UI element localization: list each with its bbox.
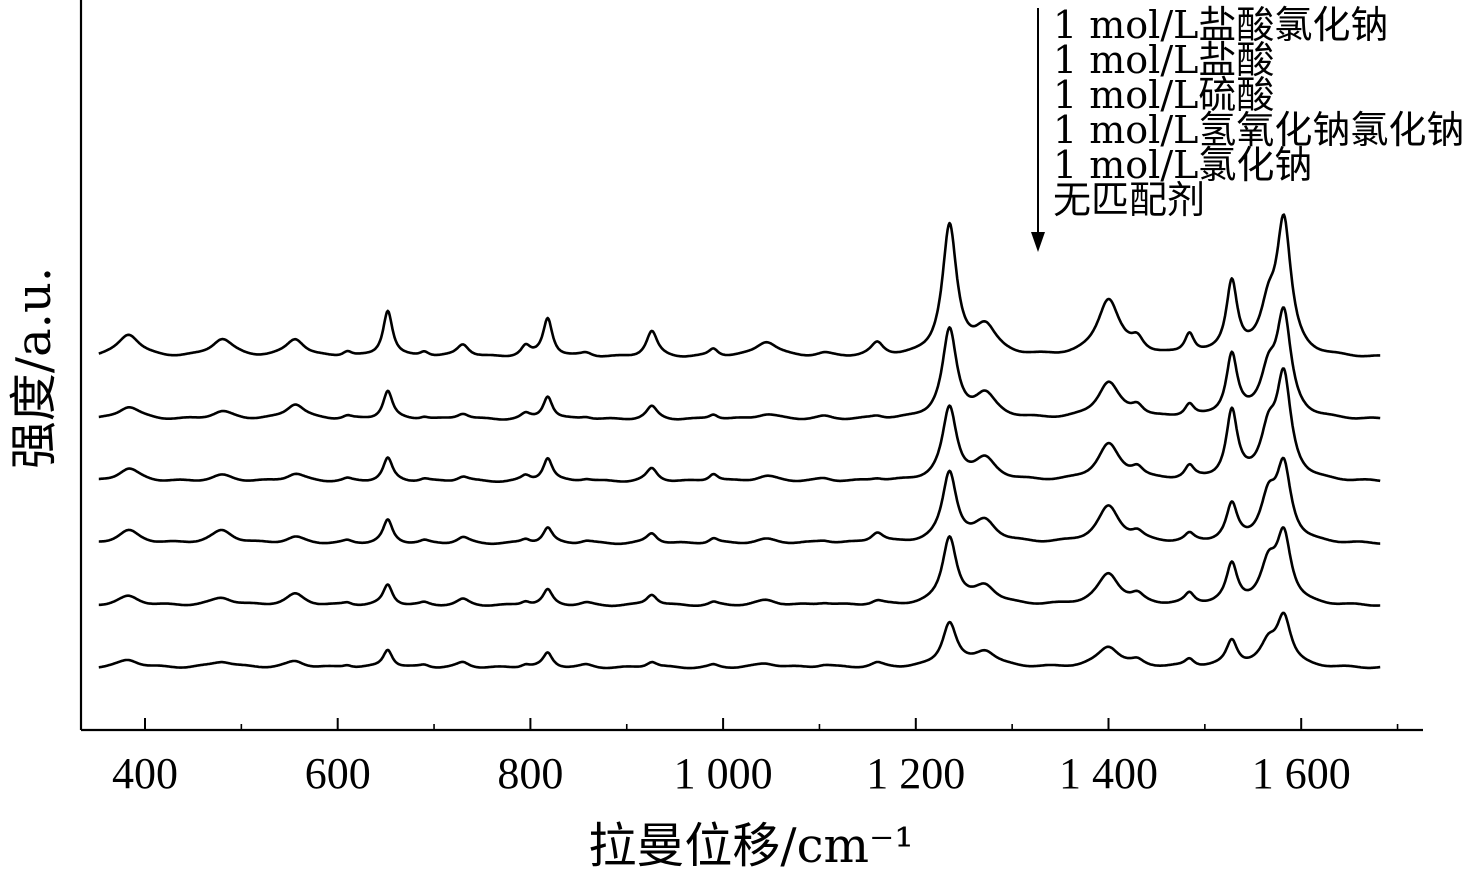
legend-entry: 1 mol/L盐酸 (1053, 38, 1274, 82)
x-tick-label: 1 000 (674, 749, 773, 798)
legend-entry: 无匹配剂 (1053, 178, 1205, 222)
x-tick-label: 1 400 (1059, 749, 1158, 798)
series-line (98, 611, 1381, 670)
legend-entry: 1 mol/L氢氧化钠氯化钠 (1053, 108, 1464, 152)
series-line (98, 367, 1381, 483)
series-line (98, 456, 1381, 546)
spectra-series (98, 213, 1381, 670)
legend-entry: 1 mol/L盐酸氯化钠 (1053, 3, 1388, 47)
legend-entry: 1 mol/L硫酸 (1053, 73, 1274, 117)
x-tick-label: 600 (305, 749, 371, 798)
x-tick-label: 1 200 (866, 749, 965, 798)
legend-entry: 1 mol/L氯化钠 (1053, 143, 1312, 187)
series-line (98, 526, 1381, 608)
series-line (98, 306, 1381, 421)
axes (79, 0, 1423, 732)
series-line (98, 213, 1381, 358)
x-tick-label: 1 600 (1252, 749, 1351, 798)
x-tick-label: 800 (497, 749, 563, 798)
x-ticks: 400 600 800 1 000 1 200 1 400 1 600 (112, 718, 1399, 798)
legend-arrow-head (1031, 232, 1045, 252)
y-axis-title: 强度/a.u. (6, 267, 62, 469)
x-axis-title: 拉曼位移/cm⁻¹ (588, 818, 913, 874)
x-tick-label: 400 (112, 749, 178, 798)
